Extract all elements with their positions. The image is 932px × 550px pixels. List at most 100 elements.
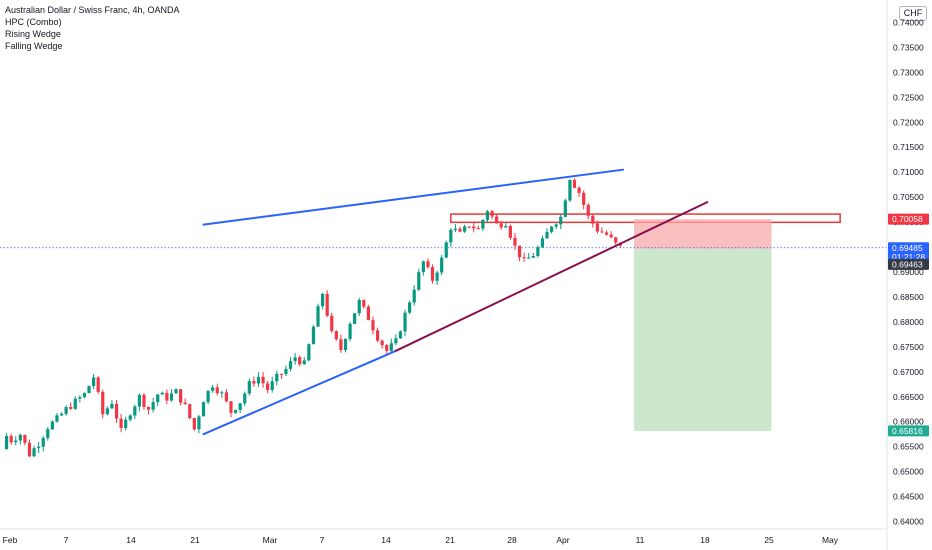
indicator-rising-wedge[interactable]: Rising Wedge [5, 29, 61, 39]
candle-body [476, 228, 480, 230]
candle-body [614, 237, 618, 243]
candle-body [449, 229, 453, 243]
indicator-falling-wedge[interactable]: Falling Wedge [5, 41, 63, 51]
candle-body [243, 393, 247, 404]
candle-body [110, 403, 114, 409]
candle-body [339, 339, 343, 351]
candle-body [440, 257, 444, 273]
currency-selector[interactable]: CHF [899, 6, 927, 21]
time-tick-label: Mar [263, 535, 278, 545]
candle-body [398, 331, 403, 339]
time-tick-label: 7 [64, 535, 69, 545]
candle-body [545, 231, 549, 239]
candle-body [417, 272, 421, 290]
candle-body [595, 223, 599, 232]
candle-body [224, 392, 229, 402]
wedge-lower-trendline-extension [394, 201, 709, 352]
price-tick-label: 0.67000 [893, 367, 924, 377]
candle-body [582, 192, 586, 205]
short-position-target-zone [634, 248, 772, 431]
candle-body [59, 413, 64, 416]
time-tick-label: 28 [507, 535, 517, 545]
price-tick-label: 0.67500 [893, 342, 924, 352]
candle-body [211, 387, 215, 391]
candle-body [458, 228, 462, 232]
candle-body [577, 187, 581, 193]
price-tick-label: 0.72500 [893, 92, 924, 102]
candle-body [563, 200, 567, 217]
candle-body [426, 261, 430, 268]
candle-body [92, 377, 96, 386]
price-label-box [888, 425, 929, 437]
candle-body [375, 330, 380, 341]
candle-body [64, 407, 68, 414]
candle-body [403, 312, 407, 332]
candle-body [160, 392, 164, 395]
candle-body [307, 344, 311, 361]
candle-body [151, 402, 155, 410]
price-tick-label: 0.65000 [893, 467, 924, 477]
candle-body [316, 306, 320, 327]
candle-body [270, 381, 274, 390]
candle-body [179, 389, 183, 403]
candle-body [229, 401, 233, 413]
time-axis: Feb 7 14 21 Mar 7 14 21 28 Apr 11 18 25 May [3, 535, 839, 545]
candle-body [96, 377, 100, 392]
candle-body [394, 338, 398, 344]
short-position-stop-zone [634, 219, 772, 249]
candle-body [495, 216, 499, 224]
price-tick-label: 0.73000 [893, 67, 924, 77]
candle-body [188, 404, 192, 419]
candle-body [353, 313, 357, 324]
candle-body [302, 360, 306, 365]
candle-body [9, 435, 13, 443]
price-tick-label: 0.66000 [893, 417, 924, 427]
candle-body [73, 398, 77, 409]
candle-body [591, 215, 595, 224]
candle-body [531, 256, 535, 258]
indicator-hpc-combo[interactable]: HPC (Combo) [5, 17, 62, 27]
chart-title: Australian Dollar / Swiss Franc, 4h, OAN… [5, 5, 180, 15]
price-tick-label: 0.64500 [893, 492, 924, 502]
price-tick-label: 0.64000 [893, 517, 924, 527]
candle-body [82, 393, 87, 398]
candle-body [467, 226, 471, 228]
wedge-upper-trendline [202, 168, 625, 226]
candle-body [183, 402, 187, 405]
candle-body [256, 376, 261, 384]
candle-body [18, 434, 22, 441]
time-tick-label: Feb [3, 535, 18, 545]
candle-body [261, 376, 265, 384]
price-tick-label: 0.65500 [893, 442, 924, 452]
candle-body [266, 383, 270, 390]
candle-body [119, 418, 123, 428]
price-tick-label: 0.73500 [893, 42, 924, 52]
candle-body [87, 385, 91, 394]
candle-body [600, 231, 604, 233]
candle-body [197, 416, 201, 430]
price-label-text: 0.65816 [892, 426, 923, 436]
candle-body [536, 247, 540, 257]
price-tick-label: 0.70500 [893, 192, 924, 202]
candle-body [385, 345, 389, 351]
candle-body [137, 394, 141, 407]
time-tick-label: 21 [190, 535, 200, 545]
candle-body [101, 391, 105, 415]
candle-body [37, 446, 41, 449]
candle-body [41, 437, 45, 447]
price-label-countdown: 01:21:28 [892, 252, 925, 262]
candle-body [284, 368, 288, 375]
candle-body [78, 397, 82, 399]
candle-body [408, 302, 412, 313]
candle-body [55, 415, 59, 422]
candle-body [133, 406, 137, 416]
candle-body [156, 394, 160, 403]
candle-body [517, 245, 522, 258]
candle-body [275, 373, 279, 382]
price-tick-label: 0.68500 [893, 292, 924, 302]
candle-body [50, 421, 54, 430]
price-tick-label: 0.72000 [893, 117, 924, 127]
candle-body [453, 228, 458, 230]
candle-body [490, 211, 494, 217]
